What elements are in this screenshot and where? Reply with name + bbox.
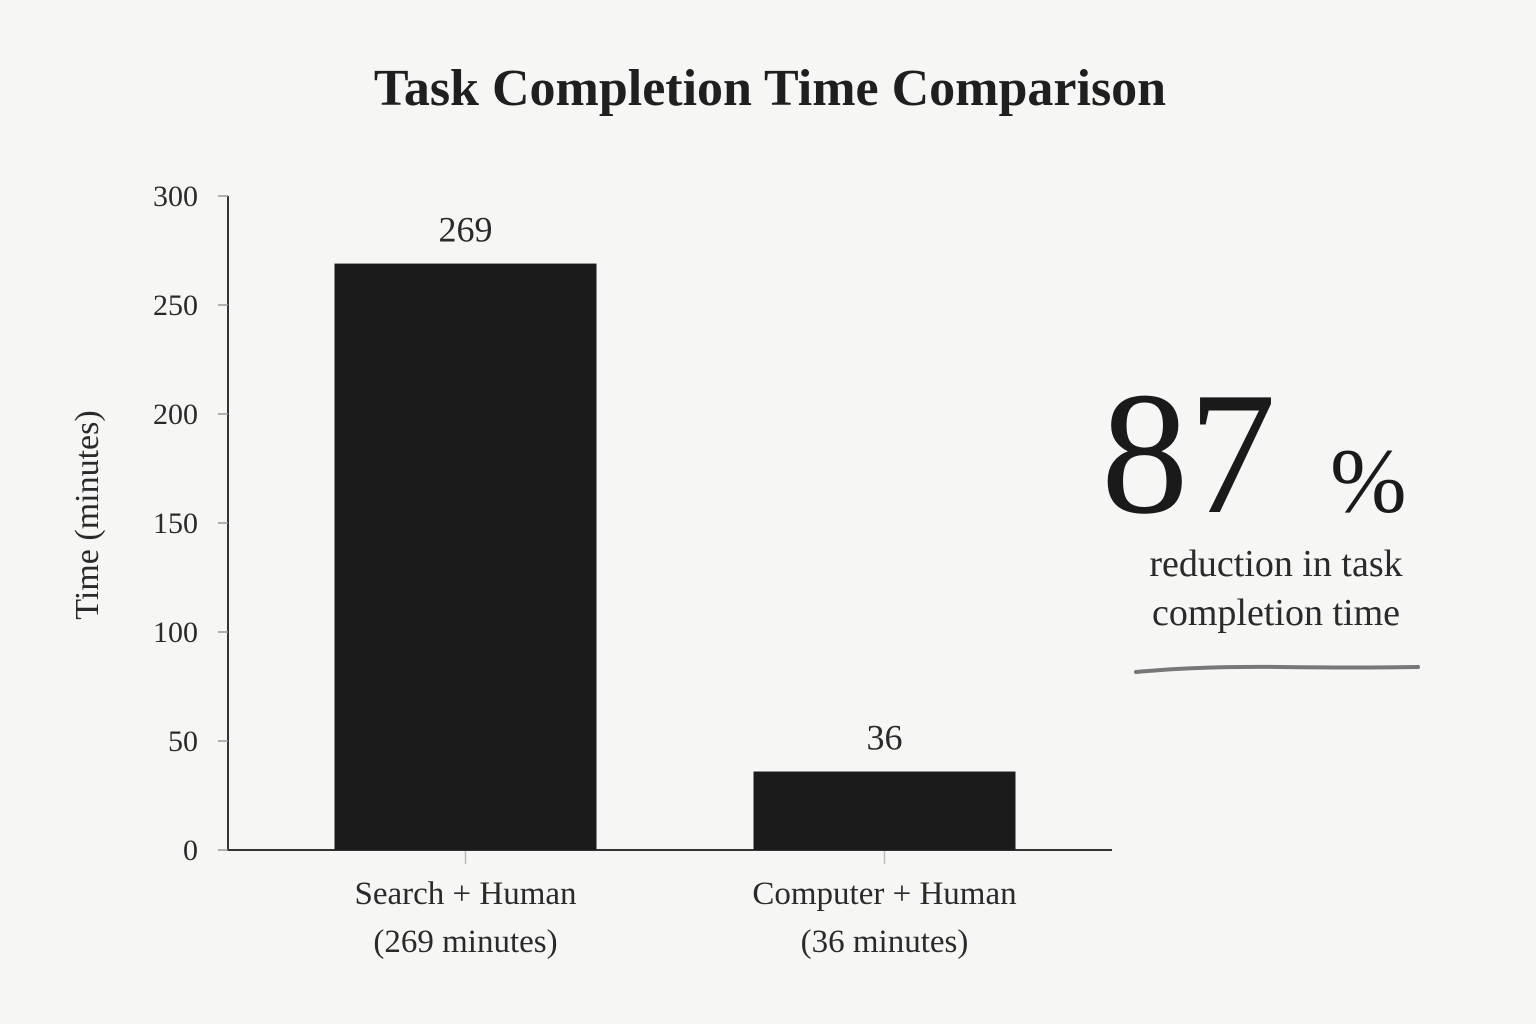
- x-tick-note: (269 minutes): [373, 924, 557, 960]
- x-tick-label: Search + Human: [354, 876, 576, 912]
- x-tick-note: (36 minutes): [801, 924, 969, 960]
- y-tick-label: 150: [153, 507, 198, 540]
- callout-number: 87: [1101, 356, 1276, 550]
- callout-text: completion time: [1152, 592, 1400, 634]
- callout-unit: %: [1330, 430, 1407, 532]
- chart-title: Task Completion Time Comparison: [374, 60, 1166, 117]
- callout-underline: [1134, 664, 1420, 674]
- bar: [334, 263, 597, 851]
- y-tick-label: 50: [168, 725, 198, 758]
- y-tick-label: 0: [183, 834, 198, 867]
- y-tick-label: 250: [153, 289, 198, 322]
- y-tick-label: 200: [153, 398, 198, 431]
- value-label: 269: [439, 210, 493, 250]
- bar: [753, 771, 1016, 850]
- callout-text: reduction in task: [1149, 543, 1402, 585]
- y-tick-label: 100: [153, 616, 198, 649]
- x-tick-label: Computer + Human: [752, 876, 1016, 912]
- y-tick-label: 300: [153, 180, 198, 213]
- value-label: 36: [867, 718, 903, 758]
- y-axis-label: Time (minutes): [69, 410, 106, 619]
